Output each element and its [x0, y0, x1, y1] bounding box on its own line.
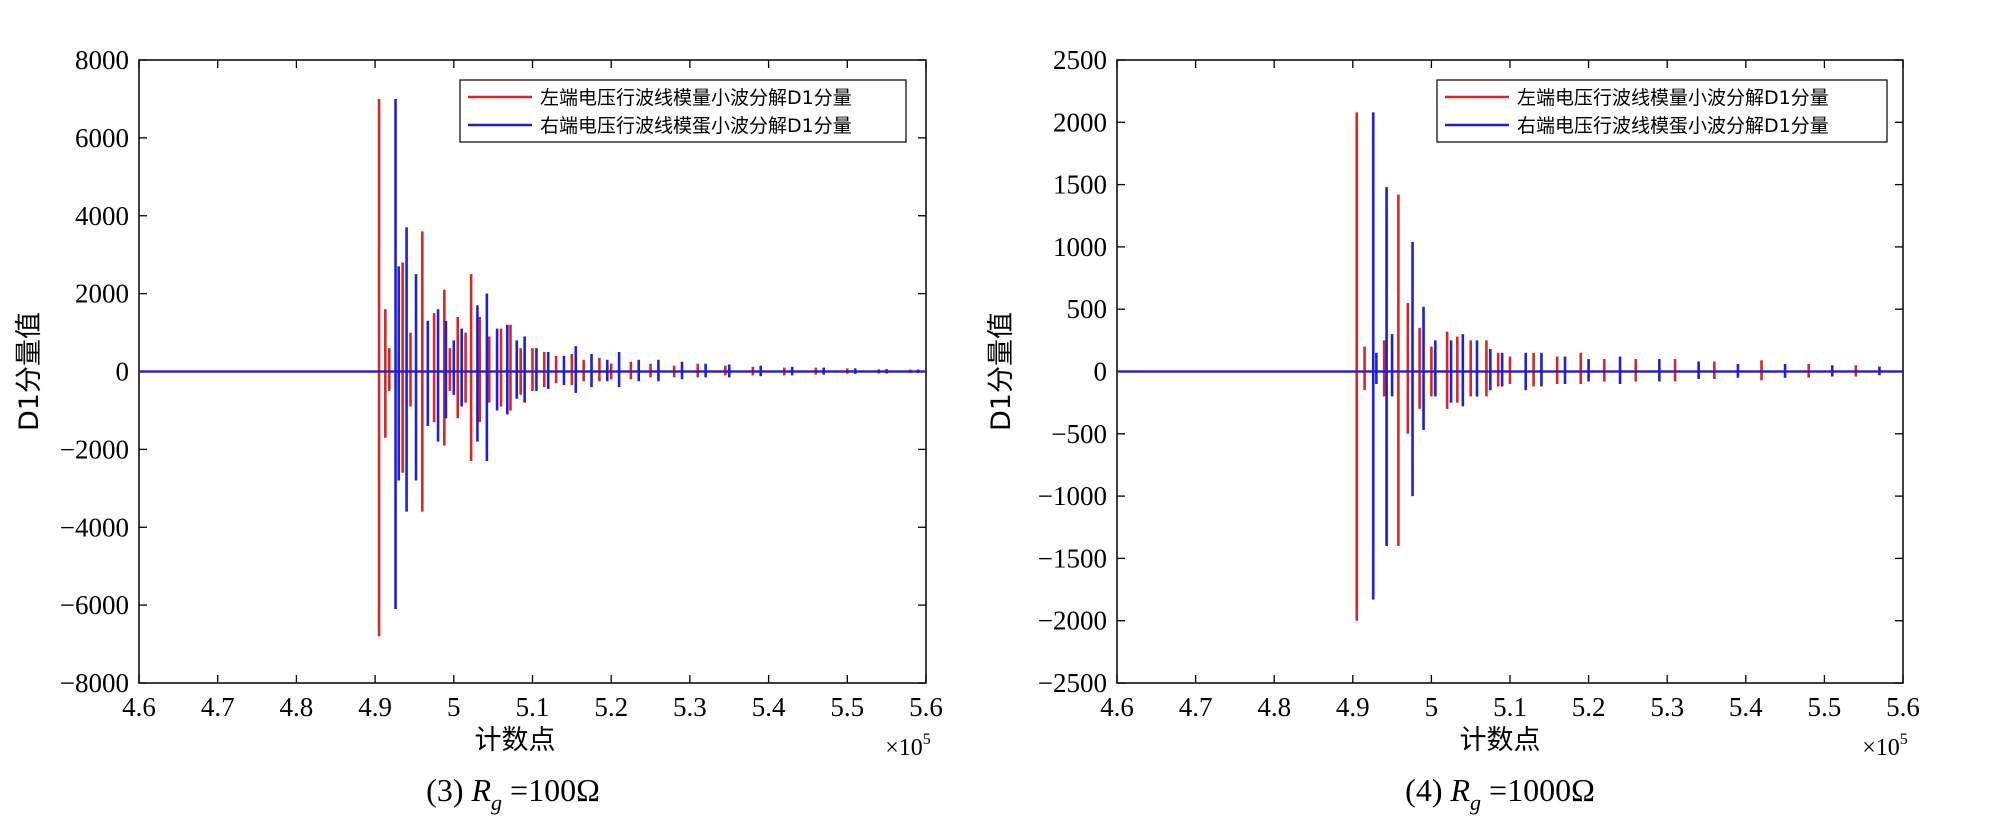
y-tick-label: −2500 — [1038, 668, 1107, 698]
x-tick-label: 5.2 — [1572, 692, 1606, 722]
caption-eq: = — [1481, 772, 1507, 808]
y-tick-label: −2000 — [60, 434, 129, 464]
x-tick-label: 4.7 — [201, 692, 235, 722]
y-tick-label: −8000 — [60, 668, 129, 698]
y-tick-label: 2500 — [1053, 45, 1107, 75]
caption-prefix: (4) — [1405, 772, 1450, 808]
x-axis-label: 计数点 — [475, 725, 556, 756]
x-tick-label: 4.7 — [1179, 692, 1213, 722]
y-tick-label: 500 — [1067, 294, 1108, 324]
series-blue — [139, 98, 926, 610]
x-tick-label: 5.4 — [752, 692, 786, 722]
y-tick-label: −2000 — [1038, 606, 1107, 636]
x-tick-label: 5.2 — [594, 692, 628, 722]
x-tick-label: 5.3 — [673, 692, 707, 722]
figure-caption: (4) Rg =1000Ω — [1405, 772, 1595, 815]
x-multiplier-exp: 5 — [1900, 731, 1908, 748]
x-axis-label: 计数点 — [1460, 725, 1541, 756]
caption-sub: g — [491, 790, 502, 815]
y-tick-label: −1000 — [1038, 481, 1107, 511]
y-tick-label: 2000 — [1053, 107, 1107, 137]
x-tick-label: 5.1 — [516, 692, 550, 722]
x-tick-label: 4.9 — [358, 692, 392, 722]
y-tick-label: −4000 — [60, 512, 129, 542]
x-multiplier-exp: 5 — [923, 731, 931, 748]
y-axis-label: D1分量值 — [14, 312, 45, 431]
x-tick-label: 5.6 — [909, 692, 943, 722]
y-tick-label: 4000 — [75, 201, 129, 231]
x-tick-label: 5 — [447, 692, 461, 722]
x-tick-label: 5.4 — [1729, 692, 1763, 722]
legend-label: 右端电压行波线模蛋小波分解D1分量 — [1517, 115, 1829, 137]
x-multiplier-base: ×10 — [1862, 735, 1900, 761]
caption-var: R — [470, 772, 491, 808]
y-axis-label: D1分量值 — [986, 312, 1017, 431]
legend-box — [1436, 79, 1888, 143]
x-multiplier: ×105 — [885, 731, 931, 761]
x-tick-label: 5.5 — [1808, 692, 1842, 722]
x-tick-label: 4.8 — [1257, 692, 1291, 722]
series-group — [1117, 112, 1903, 621]
x-tick-label: 4.8 — [280, 692, 314, 722]
x-tick-label: 5.1 — [1493, 692, 1527, 722]
caption-sub: g — [1470, 790, 1481, 815]
series-blue — [1117, 112, 1903, 600]
caption-value: 100Ω — [528, 772, 600, 808]
caption-var: R — [1449, 772, 1470, 808]
y-tick-label: 6000 — [75, 123, 129, 153]
y-tick-label: 1000 — [1053, 232, 1107, 262]
x-tick-label: 5 — [1425, 692, 1439, 722]
caption-eq: = — [502, 772, 528, 808]
y-tick-label: −500 — [1051, 419, 1107, 449]
x-tick-label: 5.5 — [830, 692, 864, 722]
legend-label: 左端电压行波线模量小波分解D1分量 — [540, 87, 852, 109]
y-tick-label: 0 — [1094, 357, 1108, 387]
x-tick-label: 5.6 — [1886, 692, 1920, 722]
legend-label: 右端电压行波线模蛋小波分解D1分量 — [540, 115, 852, 137]
y-tick-label: 0 — [116, 357, 130, 387]
y-tick-label: 1500 — [1053, 170, 1107, 200]
x-tick-label: 4.9 — [1336, 692, 1370, 722]
chart-panel-rg-100: 4.6 4.7 4.8 4.9 5 5.1 5.2 5.3 5.4 5.5 5.6 −8000 −600… — [14, 45, 943, 815]
x-multiplier-base: ×10 — [885, 735, 923, 761]
x-tick-label: 4.6 — [122, 692, 156, 722]
legend-label: 左端电压行波线模量小波分解D1分量 — [1517, 87, 1829, 109]
figure-caption: (3) Rg =100Ω — [426, 772, 600, 815]
caption-prefix: (3) — [426, 772, 471, 808]
y-tick-label: 8000 — [75, 45, 129, 75]
x-tick-label: 5.3 — [1650, 692, 1684, 722]
caption-value: 1000Ω — [1507, 772, 1595, 808]
y-tick-label: −6000 — [60, 590, 129, 620]
y-tick-label: −1500 — [1038, 543, 1107, 573]
legend-box — [459, 79, 907, 143]
series-group — [139, 98, 926, 637]
chart-panel-rg-1000: 4.6 4.7 4.8 4.9 5 5.1 5.2 5.3 5.4 5.5 5.6 −2500 −200… — [986, 45, 1920, 815]
x-tick-label: 4.6 — [1100, 692, 1134, 722]
x-multiplier: ×105 — [1862, 731, 1908, 761]
y-tick-label: 2000 — [75, 279, 129, 309]
